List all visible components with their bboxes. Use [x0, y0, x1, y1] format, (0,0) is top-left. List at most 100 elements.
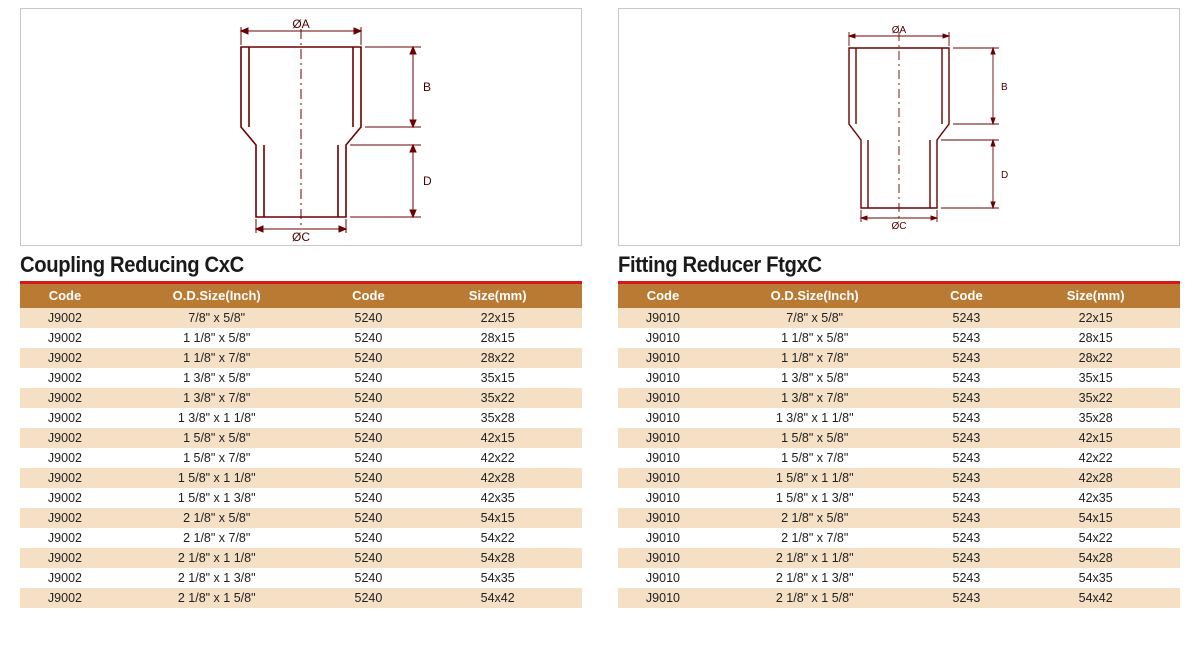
table-row: J90101 3/8" x 5/8"524335x15	[618, 368, 1180, 388]
table-row: J90021 1/8" x 7/8"524028x22	[20, 348, 582, 368]
table-cell: 42x15	[1011, 428, 1180, 448]
table-cell: 22x15	[413, 308, 582, 329]
table-cell: 1 5/8" x 7/8"	[708, 448, 922, 468]
left-diagram: ØA ØC B	[20, 8, 582, 246]
table-cell: 35x28	[413, 408, 582, 428]
table-row: J90102 1/8" x 5/8"524354x15	[618, 508, 1180, 528]
table-cell: J9002	[20, 508, 110, 528]
table-cell: 7/8" x 5/8"	[708, 308, 922, 329]
table-cell: 22x15	[1011, 308, 1180, 329]
table-cell: 54x28	[413, 548, 582, 568]
table-cell: 1 5/8" x 7/8"	[110, 448, 324, 468]
table-cell: 42x28	[413, 468, 582, 488]
table-cell: 5243	[921, 568, 1011, 588]
dim-top-label: ØA	[292, 17, 309, 31]
table-cell: 2 1/8" x 1 5/8"	[708, 588, 922, 608]
table-row: J90101 1/8" x 7/8"524328x22	[618, 348, 1180, 368]
table-row: J90022 1/8" x 1 1/8"524054x28	[20, 548, 582, 568]
table-cell: 5243	[921, 388, 1011, 408]
table-cell: J9002	[20, 368, 110, 388]
table-cell: 5240	[323, 428, 413, 448]
table-cell: 28x22	[1011, 348, 1180, 368]
table-cell: 5240	[323, 348, 413, 368]
table-row: J90021 3/8" x 7/8"524035x22	[20, 388, 582, 408]
table-cell: 54x28	[1011, 548, 1180, 568]
dim-bottom-label: ØC	[292, 230, 310, 244]
table-cell: 2 1/8" x 1 3/8"	[708, 568, 922, 588]
table-cell: 5243	[921, 448, 1011, 468]
table-cell: 5240	[323, 568, 413, 588]
dim-top-label: ØA	[892, 25, 907, 36]
table-cell: J9010	[618, 528, 708, 548]
table-row: J90021 5/8" x 7/8"524042x22	[20, 448, 582, 468]
left-table-body: J90027/8" x 5/8"524022x15J90021 1/8" x 5…	[20, 308, 582, 609]
left-title: Coupling Reducing CxC	[20, 252, 537, 278]
table-cell: 5240	[323, 488, 413, 508]
table-row: J90101 3/8" x 7/8"524335x22	[618, 388, 1180, 408]
table-cell: 1 1/8" x 5/8"	[708, 328, 922, 348]
table-cell: 5240	[323, 528, 413, 548]
table-cell: J9010	[618, 428, 708, 448]
table-cell: J9002	[20, 548, 110, 568]
table-cell: 2 1/8" x 5/8"	[708, 508, 922, 528]
table-row: J90102 1/8" x 1 1/8"524354x28	[618, 548, 1180, 568]
table-cell: 35x15	[1011, 368, 1180, 388]
table-cell: 5240	[323, 468, 413, 488]
coupling-diagram-svg: ØA ØC B	[121, 17, 481, 237]
fitting-diagram-svg: ØA ØC B	[749, 22, 1049, 232]
table-cell: 5240	[323, 388, 413, 408]
table-cell: J9002	[20, 408, 110, 428]
th-code2: Code	[323, 284, 413, 308]
table-cell: 5243	[921, 528, 1011, 548]
th-code: Code	[618, 284, 708, 308]
right-table: Code O.D.Size(Inch) Code Size(mm) J90107…	[618, 284, 1180, 608]
table-cell: 1 3/8" x 1 1/8"	[110, 408, 324, 428]
table-row: J90021 1/8" x 5/8"524028x15	[20, 328, 582, 348]
table-cell: J9002	[20, 588, 110, 608]
table-cell: 5243	[921, 368, 1011, 388]
table-cell: J9002	[20, 468, 110, 488]
table-row: J90102 1/8" x 1 5/8"524354x42	[618, 588, 1180, 608]
th-od: O.D.Size(Inch)	[110, 284, 324, 308]
table-cell: 5243	[921, 548, 1011, 568]
table-cell: 5240	[323, 328, 413, 348]
left-panel: ØA ØC B	[20, 8, 582, 608]
table-cell: 5243	[921, 588, 1011, 608]
table-cell: J9010	[618, 308, 708, 329]
right-table-body: J90107/8" x 5/8"524322x15J90101 1/8" x 5…	[618, 308, 1180, 609]
th-code2: Code	[921, 284, 1011, 308]
table-row: J90021 5/8" x 1 3/8"524042x35	[20, 488, 582, 508]
table-row: J90022 1/8" x 7/8"524054x22	[20, 528, 582, 548]
table-cell: 28x15	[1011, 328, 1180, 348]
table-row: J90021 5/8" x 1 1/8"524042x28	[20, 468, 582, 488]
table-cell: 2 1/8" x 1 5/8"	[110, 588, 324, 608]
table-row: J90022 1/8" x 1 5/8"524054x42	[20, 588, 582, 608]
table-cell: J9002	[20, 528, 110, 548]
table-cell: 1 5/8" x 1 1/8"	[708, 468, 922, 488]
table-cell: 5240	[323, 308, 413, 329]
right-table-head: Code O.D.Size(Inch) Code Size(mm)	[618, 284, 1180, 308]
table-cell: 5240	[323, 588, 413, 608]
table-cell: J9010	[618, 588, 708, 608]
table-cell: J9002	[20, 388, 110, 408]
table-cell: J9002	[20, 308, 110, 329]
right-diagram: ØA ØC B	[618, 8, 1180, 246]
right-title: Fitting Reducer FtgxC	[618, 252, 1135, 278]
table-cell: 1 1/8" x 7/8"	[708, 348, 922, 368]
table-cell: 28x22	[413, 348, 582, 368]
right-panel: ØA ØC B	[618, 8, 1180, 608]
table-cell: 5240	[323, 448, 413, 468]
table-row: J90022 1/8" x 5/8"524054x15	[20, 508, 582, 528]
table-cell: 1 3/8" x 7/8"	[708, 388, 922, 408]
table-cell: J9002	[20, 488, 110, 508]
table-cell: 2 1/8" x 7/8"	[708, 528, 922, 548]
th-size: Size(mm)	[1011, 284, 1180, 308]
table-cell: 7/8" x 5/8"	[110, 308, 324, 329]
table-cell: J9010	[618, 488, 708, 508]
table-row: J90101 5/8" x 7/8"524342x22	[618, 448, 1180, 468]
table-cell: J9010	[618, 368, 708, 388]
table-cell: 1 5/8" x 1 3/8"	[110, 488, 324, 508]
left-table-head: Code O.D.Size(Inch) Code Size(mm)	[20, 284, 582, 308]
table-cell: 5240	[323, 368, 413, 388]
table-cell: 1 3/8" x 5/8"	[110, 368, 324, 388]
